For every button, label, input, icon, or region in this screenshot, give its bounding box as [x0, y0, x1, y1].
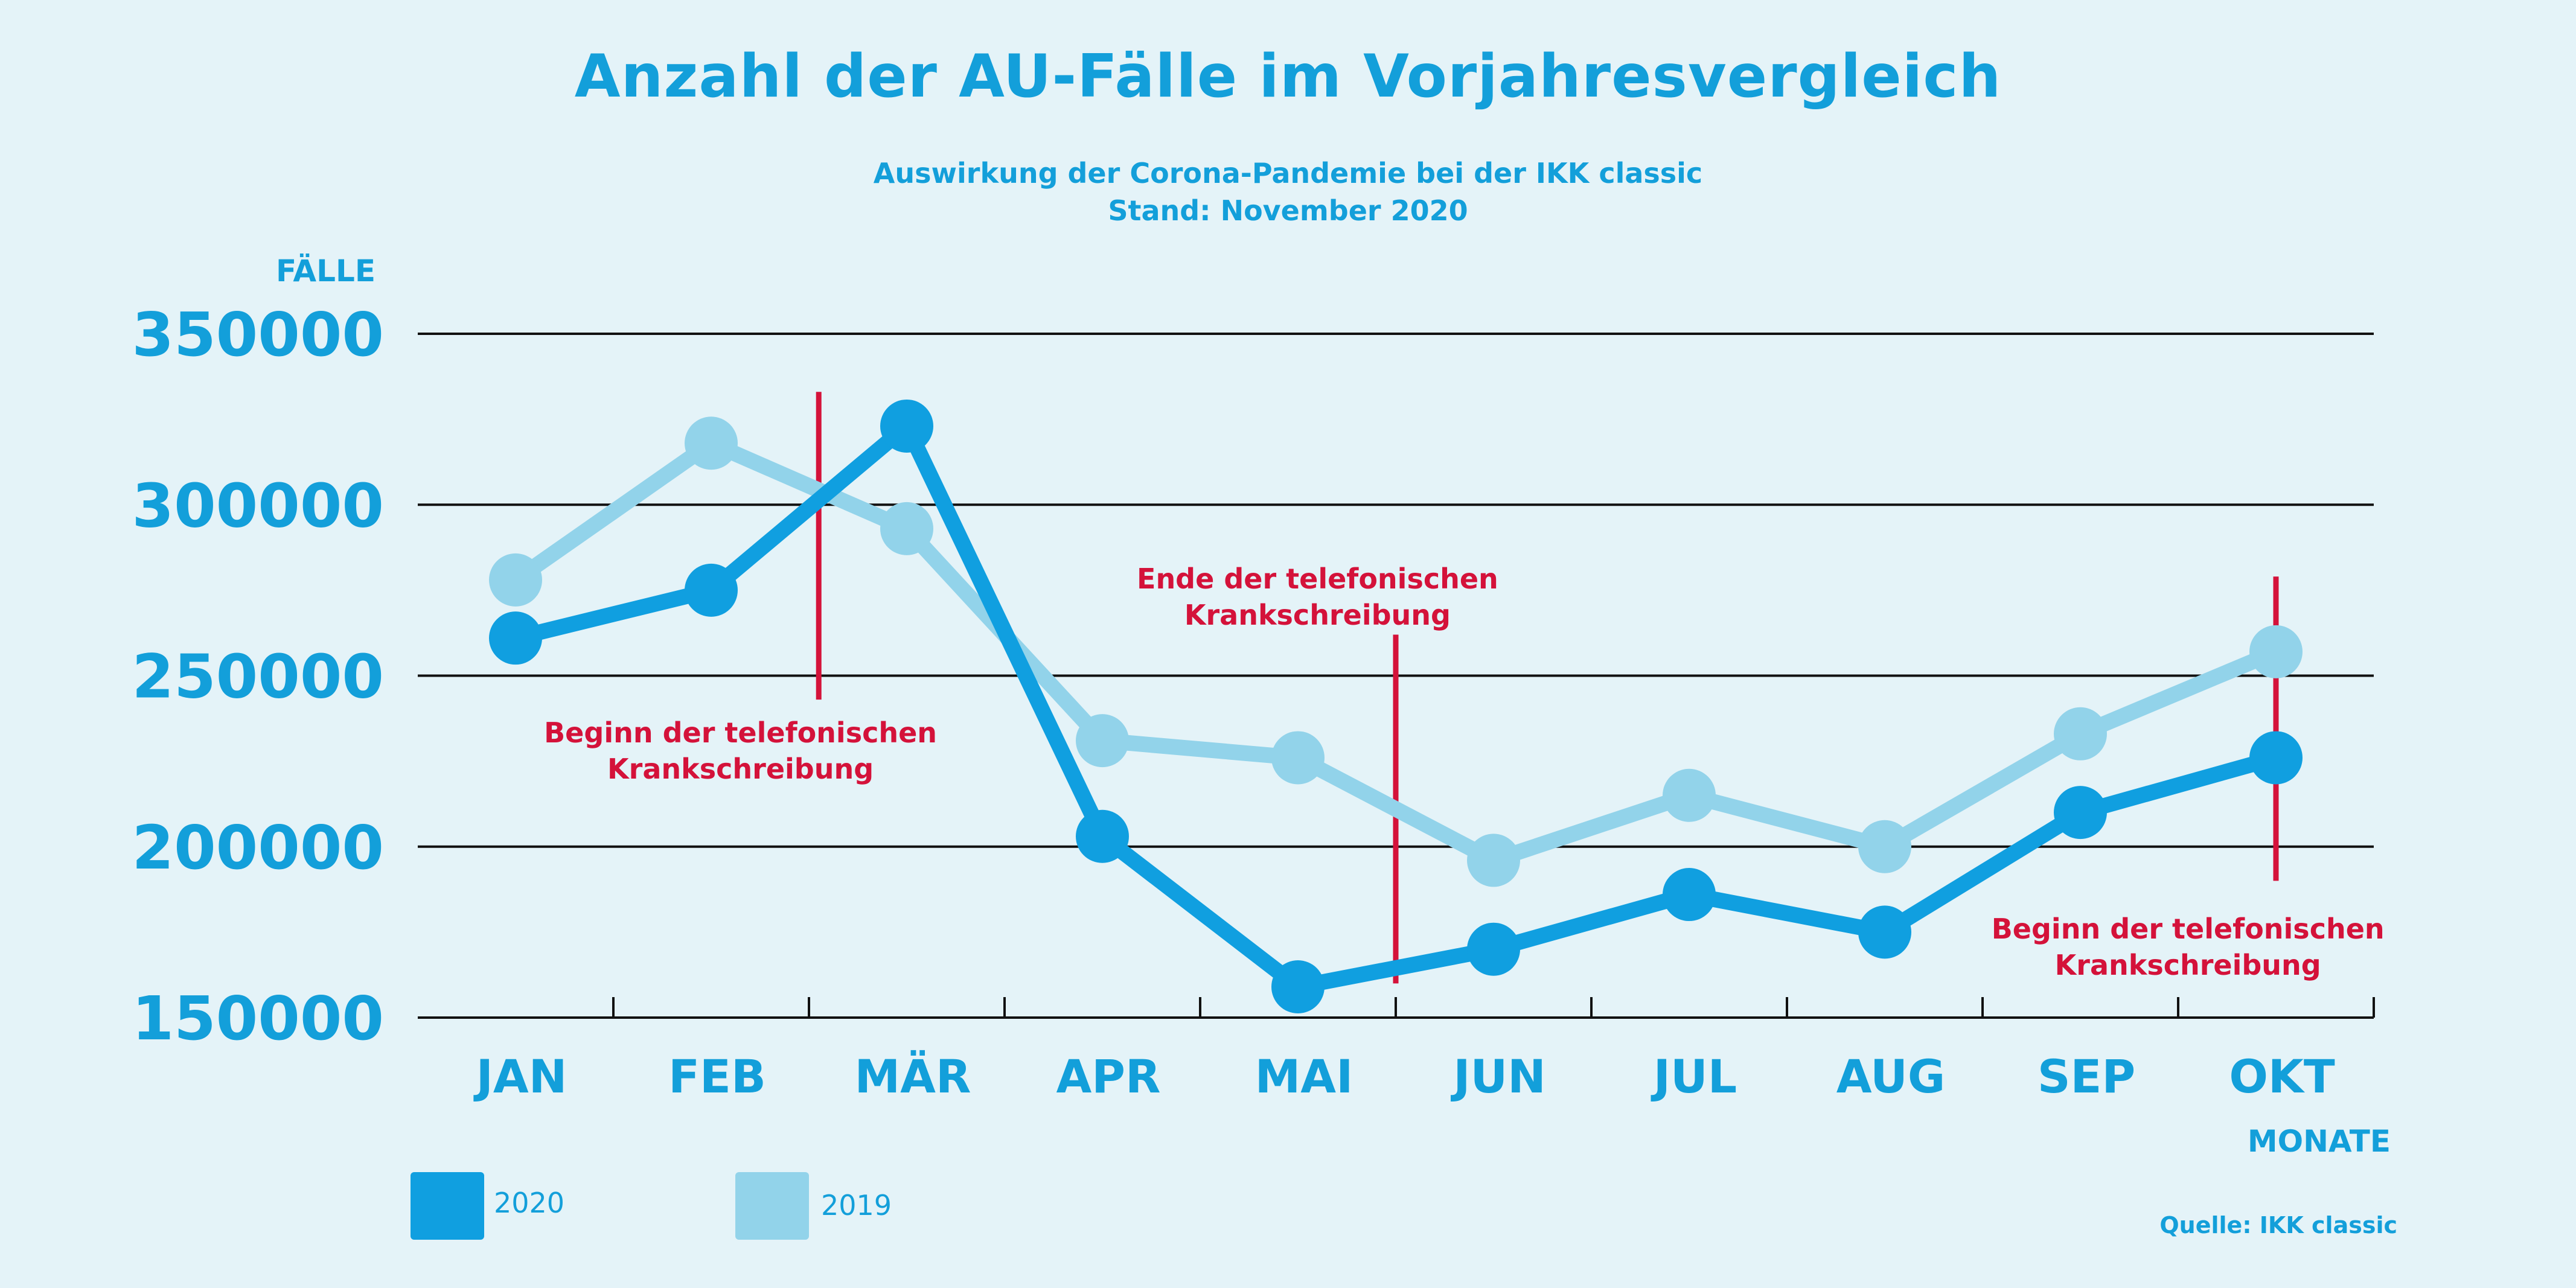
- subtitle-line-2: Stand: November 2020: [1108, 194, 1468, 227]
- annotation-label-3-line-2: Krankschreibung: [2055, 949, 2321, 981]
- data-point-2020-jul: [1663, 868, 1716, 922]
- data-point-2020-aug: [1858, 905, 1911, 959]
- data-point-2020-feb: [685, 563, 738, 617]
- annotation-label-3-line-1: Beginn der telefonischen: [1992, 913, 2385, 945]
- annotation-label-2-line-2: Krankschreibung: [1184, 599, 1451, 631]
- x-tick-label-mär: MÄR: [855, 1050, 971, 1103]
- source-note: Quelle: IKK classic: [2159, 1212, 2397, 1239]
- annotation-label-2-line-1: Ende der telefonischen: [1137, 563, 1498, 595]
- y-tick-label: 150000: [132, 983, 384, 1054]
- x-tick-label-aug: AUG: [1836, 1050, 1946, 1103]
- y-tick-label: 250000: [132, 642, 384, 712]
- data-point-2020-okt: [2249, 731, 2303, 785]
- data-point-2020-mär: [880, 399, 933, 453]
- data-point-2019-feb: [685, 416, 738, 470]
- data-point-2020-jan: [489, 611, 542, 665]
- labels-layer: 350000 300000 250000 200000 150000 JAN FEB MÄR A…: [132, 299, 2385, 1103]
- x-tick-label-jan: JAN: [473, 1050, 567, 1103]
- annotation-label-1-line-2: Krankschreibung: [607, 753, 874, 785]
- x-axis-title: MONATE: [2248, 1124, 2391, 1159]
- annotation-label-1-line-1: Beginn der telefonischen: [544, 716, 937, 749]
- data-point-2019-jul: [1663, 768, 1716, 822]
- data-point-2020-jun: [1467, 922, 1520, 976]
- x-tick-label-apr: APR: [1056, 1050, 1160, 1103]
- x-tick-label-feb: FEB: [668, 1050, 766, 1103]
- chart-title: Anzahl der AU-Fälle im Vorjahresvergleic…: [574, 42, 2002, 111]
- y-tick-label: 300000: [132, 470, 384, 541]
- data-point-2019-jan: [489, 553, 542, 607]
- legend-label-2019: 2019: [821, 1189, 892, 1222]
- x-tick-label-mai: MAI: [1255, 1050, 1354, 1103]
- data-point-2020-apr: [1076, 809, 1129, 863]
- series-line-2019: [508, 435, 2284, 869]
- series-line-2020: [508, 418, 2284, 995]
- y-tick-label: 200000: [132, 812, 384, 883]
- x-tick-label-okt: OKT: [2229, 1050, 2335, 1103]
- data-point-2020-mai: [1271, 960, 1325, 1014]
- y-axis-title: FÄLLE: [276, 253, 376, 289]
- y-tick-label: 350000: [132, 299, 384, 370]
- x-tick-label-jul: JUL: [1651, 1050, 1737, 1103]
- data-point-2019-okt: [2249, 625, 2303, 678]
- x-tick-label-sep: SEP: [2037, 1050, 2135, 1103]
- legend-label-2020: 2020: [494, 1187, 565, 1219]
- data-point-2019-mär: [880, 502, 933, 555]
- chart-subtitle: Auswirkung der Corona-Pandemie bei der I…: [0, 155, 2576, 229]
- data-point-2020-sep: [2054, 786, 2107, 840]
- x-tick-label-jun: JUN: [1450, 1050, 1546, 1103]
- data-point-2019-sep: [2054, 707, 2107, 760]
- subtitle-line-1: Auswirkung der Corona-Pandemie bei der I…: [873, 157, 1703, 190]
- legend-swatch-2019: [735, 1172, 809, 1240]
- data-point-2019-apr: [1076, 714, 1129, 768]
- series-layer: [489, 399, 2303, 1014]
- legend-swatch-2020: [411, 1172, 484, 1240]
- data-point-2019-aug: [1858, 820, 1911, 873]
- data-point-2019-mai: [1271, 731, 1325, 785]
- data-point-2019-jun: [1467, 834, 1520, 887]
